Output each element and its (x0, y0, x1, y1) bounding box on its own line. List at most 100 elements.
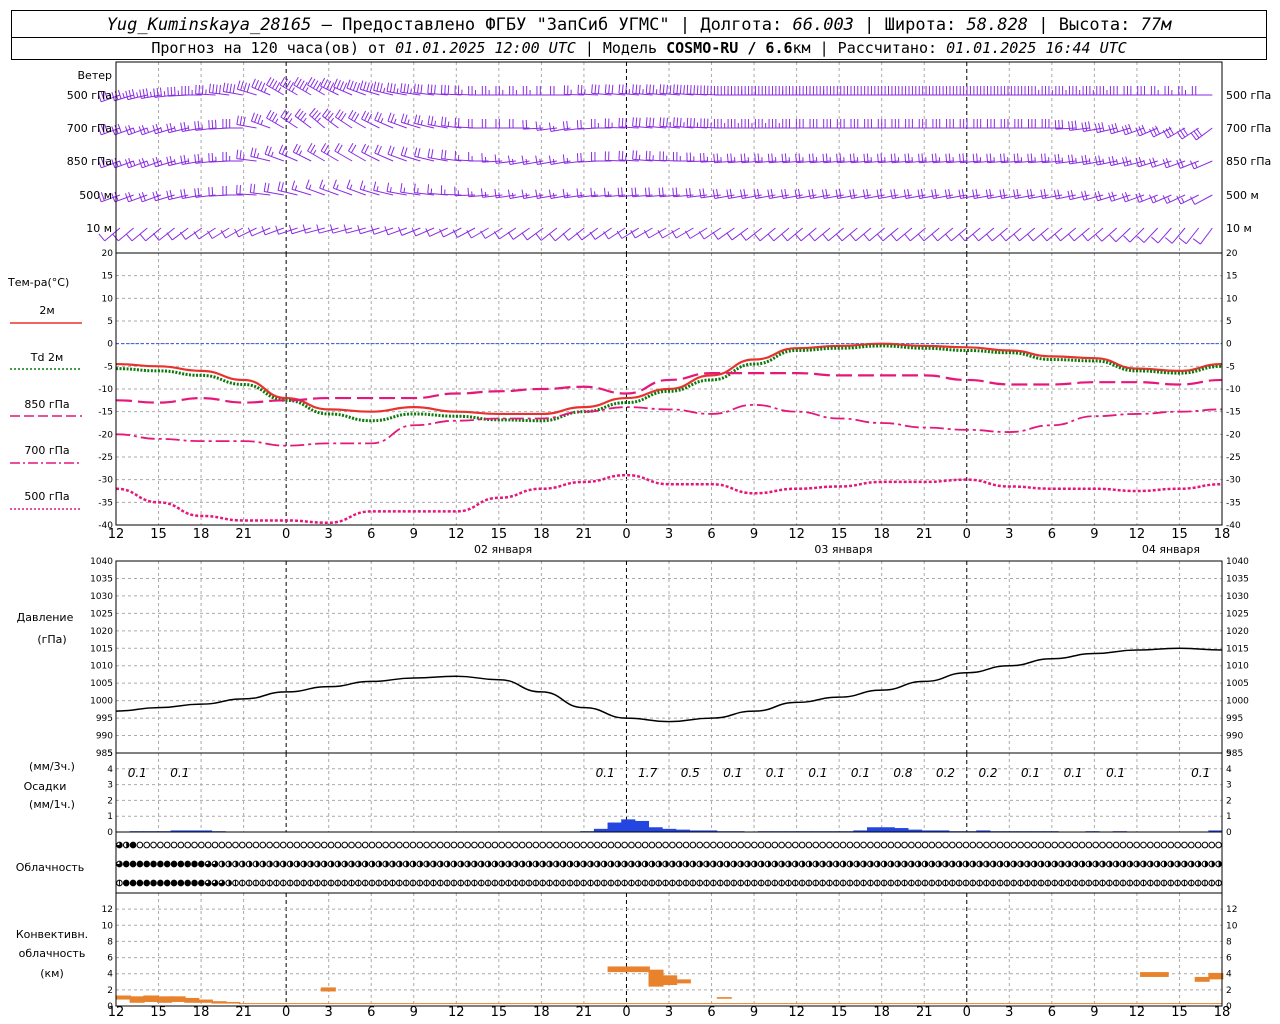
conv-bar (197, 999, 213, 1003)
wind-barb-feather (131, 89, 135, 99)
cloud-symbol (648, 860, 656, 868)
cloud-fill-half (1143, 861, 1147, 867)
cloud-fill-half (1218, 861, 1222, 867)
cloud-symbol (355, 841, 362, 849)
wind-barb-half-feather (393, 118, 397, 124)
wind-barb-feather (263, 182, 267, 192)
cloud-circle (1044, 841, 1052, 849)
hour-label-mid: 18 (533, 527, 550, 542)
cloud-symbol (846, 879, 854, 887)
cloud-symbol (669, 841, 676, 849)
cloud-symbol (566, 879, 574, 887)
wind-barb-half-feather (318, 87, 323, 93)
wind-barb-shaft (346, 227, 366, 234)
cloud-circle (969, 841, 977, 849)
wind-barb-feather (1068, 121, 1071, 131)
cloud-fill-full (137, 861, 143, 867)
cloud-symbol (989, 860, 997, 868)
cloud-symbol (348, 879, 355, 887)
wind-barb-feather (767, 153, 770, 163)
cloud-circle (846, 841, 854, 849)
pres-ytick-right: 1035 (1226, 574, 1249, 584)
cloud-fill-half (740, 861, 744, 867)
temp-frame (115, 252, 1223, 526)
wind-barb-shaft (568, 227, 585, 241)
cloud-circle (409, 841, 417, 849)
wind-barb (427, 148, 448, 162)
cloud-fill-half (447, 861, 450, 867)
cloud-symbol (996, 879, 1004, 887)
wind-barb (1189, 160, 1213, 170)
cloud-symbol (566, 860, 574, 868)
cloud-symbol (962, 860, 970, 868)
wind-barb-feather (1176, 195, 1182, 205)
cloud-symbol (129, 860, 137, 868)
wind-barb (193, 227, 216, 240)
cloud-fill-half (453, 861, 457, 867)
cloud-symbol (675, 879, 683, 887)
cloud-symbol (757, 879, 765, 887)
wind-barb (222, 186, 243, 196)
cloud-symbol (628, 841, 635, 849)
cloud-symbol (600, 841, 608, 849)
cloud-fill-half (1123, 861, 1126, 867)
wind-barb-feather (649, 84, 651, 94)
wind-barb-half-feather (277, 87, 282, 93)
cloud-symbol (996, 860, 1004, 868)
wind-barb-half-feather (260, 119, 264, 125)
cloud-symbol (1003, 860, 1011, 868)
cloud-fill-half (631, 861, 635, 867)
wind-barb-feather (794, 233, 802, 242)
cloud-circle (798, 841, 806, 849)
cloud-symbol (1181, 879, 1188, 887)
cloud-circle (198, 841, 205, 849)
temp-ytick-right: -30 (1226, 476, 1241, 486)
wind-barb-feather (480, 188, 483, 198)
wind-barb-shaft (346, 187, 366, 196)
wind-barb-feather (198, 85, 201, 95)
temp-ytick-left: -15 (98, 408, 113, 418)
hour-label-mid: 15 (1171, 527, 1188, 542)
legend-700-label: 700 гПа (24, 444, 69, 457)
cloud-circle (594, 841, 601, 849)
wind-barb-feather (740, 233, 747, 241)
cloud-symbol (600, 860, 608, 868)
cloud-circle (423, 841, 430, 849)
cloud-fill-half (836, 861, 840, 867)
conv-bar (716, 997, 732, 999)
cloud-symbol (334, 860, 342, 868)
wind-barb-feather (438, 228, 444, 238)
wind-barb-feather (1061, 119, 1064, 129)
cloud-circle (443, 841, 451, 849)
cloud-fill-full (178, 861, 184, 867)
temp-series-4 (115, 473, 1223, 524)
wind-barb-feather (1151, 236, 1159, 244)
hour-label-mid: 0 (622, 527, 630, 542)
wind-barb-feather (594, 84, 597, 94)
wind-barb-feather (866, 188, 869, 198)
wind-barb-feather (673, 84, 675, 94)
prec-ytick-left: 2 (107, 796, 113, 806)
wind-barb (659, 151, 680, 162)
wind-barb-feather (253, 184, 256, 194)
wind-barb-feather (1013, 153, 1016, 163)
cloud-symbol (955, 860, 963, 868)
wind-barb-feather (208, 120, 210, 130)
pres-ytick-left: 990 (96, 732, 113, 742)
cloud-fill-half (583, 861, 587, 867)
wind-barb-feather (1176, 131, 1183, 140)
conv-ytick-right: 0 (1226, 1002, 1232, 1012)
hour-label-bottom: 6 (707, 1005, 715, 1020)
cloud-circle (1215, 841, 1222, 849)
wind-barb-shaft (457, 227, 476, 238)
wind-barb (1081, 227, 1104, 242)
cloud-symbol (785, 879, 792, 887)
cloud-symbol (1085, 879, 1093, 887)
cloud-symbol (771, 879, 779, 887)
cloud-symbol (525, 860, 533, 868)
hour-label-bottom: 12 (788, 1005, 805, 1020)
pres-ytick-left: 1025 (90, 609, 113, 619)
wind-barb-feather (699, 153, 702, 163)
cloud-circle (252, 841, 260, 849)
cloud-symbol (327, 841, 335, 849)
